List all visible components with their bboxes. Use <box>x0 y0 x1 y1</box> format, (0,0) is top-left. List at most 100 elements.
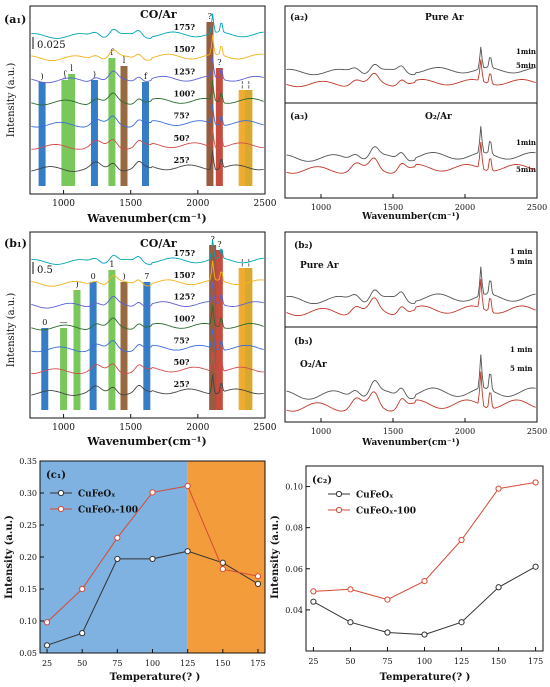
c2-data-point <box>421 631 428 638</box>
b23-xtick-label: 2500 <box>527 427 547 436</box>
b1-band-bar <box>60 328 68 410</box>
a1-spectrum <box>31 150 264 172</box>
a23-xtick-label: 2500 <box>527 203 547 212</box>
c1-xtick-label: 25 <box>42 659 52 668</box>
a2-time-1: 1min <box>516 47 536 56</box>
panel-a3-label: (a₃) <box>290 111 308 122</box>
a23-xtick-label: 1500 <box>383 203 403 212</box>
c2-data-point <box>532 563 539 570</box>
c1-data-point <box>254 573 262 580</box>
panel-b2-label: (b₂) <box>294 240 313 251</box>
b1-band-bar <box>73 290 81 410</box>
panel-b1-ylabel: Intensity (a.u.) <box>6 293 17 368</box>
a2-time-2: 5min <box>516 61 536 70</box>
c2-ytick-label: 0.08 <box>285 524 303 533</box>
a1-spectrum <box>31 104 264 128</box>
c2-legend-marker <box>335 490 343 498</box>
a1-band-mark: ¦ <box>241 80 244 89</box>
c1-data-point <box>79 630 86 637</box>
a23-spectrum-5min <box>286 59 536 88</box>
b1-spectrum <box>31 328 264 353</box>
a1-band-bar <box>108 58 116 186</box>
a1-band-bar <box>245 90 253 186</box>
c2-data-point <box>384 596 391 603</box>
c1-data-point <box>43 619 51 626</box>
panel-b2-b3: (b₂) Pure Ar 1 min 5 min (b₃) O₂/Ar 1 mi… <box>284 231 547 448</box>
panel-c2-ylabel: Intensity (a.u.) <box>270 515 281 599</box>
b23-xtick-label: 2000 <box>455 427 475 436</box>
b1-band-bar <box>245 268 253 410</box>
a1-band-mark: l <box>70 64 73 73</box>
c1-data-point <box>79 585 86 593</box>
a1-temp-label: 75? <box>174 111 190 121</box>
c1-xtick-label: 50 <box>77 659 87 668</box>
a1-spectrum <box>31 127 264 150</box>
b1-spectrum <box>31 282 264 309</box>
c1-xtick-label: 75 <box>112 659 122 668</box>
a1-band-bar <box>38 82 46 186</box>
a1-spectrum <box>31 34 264 62</box>
a1-band-bar <box>90 80 98 186</box>
panel-c2-xlabel: Temperature(? ) <box>380 672 471 683</box>
b23-xtick-label: 1500 <box>383 427 403 436</box>
panel-a2-label: (a₂) <box>290 12 308 23</box>
c2-legend-marker <box>335 506 343 514</box>
a1-spectrum <box>31 57 264 84</box>
a1-spectrum <box>31 13 264 39</box>
panel-b1: (b₁) CO/Ar 0.5 Intensity (a.u.) Wavenumb… <box>4 231 277 448</box>
b1-xtick-label: 1000 <box>52 423 75 433</box>
b1-spectrum <box>31 305 264 331</box>
a1-band-mark: ? <box>217 58 221 67</box>
b1-band-mark: ¦ <box>248 258 251 267</box>
b23-spectrum-1min <box>286 266 536 305</box>
b1-band-mark: ? <box>217 240 221 249</box>
b1-spectrum <box>31 374 264 396</box>
c2-ytick-label: 0.10 <box>285 483 303 492</box>
a1-band-mark: ¦ <box>248 80 251 89</box>
b3-time-2: 5 min <box>510 364 532 373</box>
b1-temp-label: 175? <box>174 248 196 258</box>
c1-legend-marker <box>57 505 65 513</box>
b1-xtick-label: 2000 <box>186 423 209 433</box>
c2-data-point <box>310 588 317 595</box>
b1-temp-label: 125? <box>174 292 196 302</box>
c1-shaded-region <box>187 461 265 653</box>
b1-band-mark: ) <box>122 272 125 281</box>
c2-data-point <box>347 586 354 593</box>
c1-legend-label: CuFeOₓ-100 <box>78 506 138 516</box>
c1-data-point <box>114 534 121 541</box>
a1-temp-label: 150? <box>174 44 196 54</box>
b1-band-bar <box>238 268 246 410</box>
c2-xtick-label: 175 <box>528 657 543 666</box>
c2-data-point <box>495 584 502 591</box>
panel-b3-label: (b₃) <box>294 336 313 347</box>
b1-band-mark: 0 <box>42 318 47 327</box>
c2-xtick-label: 125 <box>454 657 469 666</box>
b1-temp-label: 25? <box>174 379 190 389</box>
c2-xtick-label: 100 <box>417 657 432 666</box>
c1-ytick-label: 0.15 <box>19 585 37 594</box>
b3-time-1: 1 min <box>510 345 532 354</box>
b1-spectrum <box>31 260 264 287</box>
c1-ytick-label: 0.20 <box>19 553 37 562</box>
panel-a1-frame <box>29 5 266 195</box>
a23-spectrum-1min <box>286 126 536 162</box>
panel-b1-frame <box>29 231 266 419</box>
panel-b1-title: CO/Ar <box>140 237 177 250</box>
c2-data-point <box>532 479 539 486</box>
scale-bar-label: 0.025 <box>37 40 66 51</box>
b1-band-bar <box>41 328 49 410</box>
panel-b3-title: O₂/Ar <box>300 360 327 370</box>
b2-time-2: 5 min <box>510 257 532 266</box>
c1-data-point <box>114 555 121 563</box>
c1-data-point <box>184 482 191 490</box>
panel-b1-xlabel: Wavenumber(cm⁻¹) <box>86 435 206 448</box>
c2-data-point <box>458 619 465 626</box>
panel-a2-title: Pure Ar <box>425 13 464 23</box>
b23-xtick-label: 1000 <box>311 427 331 436</box>
c1-ytick-label: 0.30 <box>19 489 37 498</box>
panel-c1-xlabel: Temperature(? ) <box>110 672 201 683</box>
b1-band-mark: ) <box>75 280 78 289</box>
a1-temp-label: 25? <box>174 155 190 165</box>
